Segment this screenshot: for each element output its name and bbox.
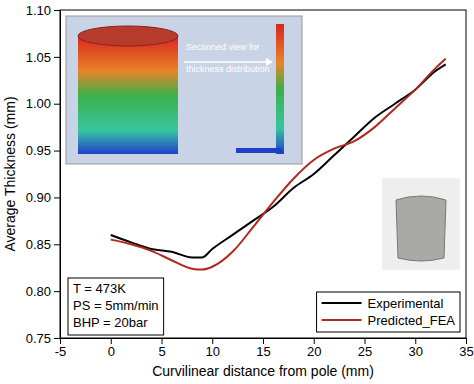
series-line: [111, 64, 446, 257]
y-tick-label: 1.05: [26, 50, 51, 65]
y-tick-label: 1.00: [26, 96, 51, 111]
x-tick: 15: [256, 338, 270, 359]
y-tick: 0.90: [26, 190, 60, 205]
x-tick: 25: [358, 338, 372, 359]
x-tick-label: 15: [256, 344, 270, 359]
x-tick: 35: [459, 338, 473, 359]
y-tick-mark: [54, 10, 60, 11]
inset-photo: [382, 178, 460, 270]
x-tick-label: 25: [358, 344, 372, 359]
x-tick-mark: [314, 338, 315, 344]
y-tick-label: 0.85: [26, 237, 51, 252]
legend: Experimental Predicted_FEA: [317, 292, 460, 332]
x-tick-label: 35: [459, 344, 473, 359]
y-tick: 0.80: [26, 284, 60, 299]
x-tick-label: 20: [307, 344, 321, 359]
annotation: T = 473K: [73, 281, 126, 296]
x-tick-mark: [212, 338, 213, 344]
inset-section-base: [236, 148, 282, 153]
y-tick: 1.00: [26, 96, 60, 111]
x-tick: 30: [409, 338, 423, 359]
plot-frame: [60, 10, 466, 338]
inset-label: Sectioned view forthickness distribution: [186, 42, 270, 74]
legend-frame: [317, 292, 460, 332]
inset-section: [276, 24, 284, 154]
inset-cylinder: [78, 36, 178, 154]
x-tick-label: 10: [206, 344, 220, 359]
legend-swatch: [322, 302, 362, 304]
x-axis-title: Curvilinear distance from pole (mm): [152, 363, 374, 379]
x-tick-mark: [162, 338, 163, 344]
x-tick-label: -5: [55, 344, 67, 359]
y-tick-mark: [54, 244, 60, 245]
y-tick-mark: [54, 197, 60, 198]
annotation: PS = 5mm/min: [73, 298, 159, 313]
x-tick-mark: [263, 338, 264, 344]
inset-arrow: [184, 61, 266, 63]
x-tick-label: 30: [409, 344, 423, 359]
annotation-box: T = 473K PS = 5mm/min BHP = 20bar: [68, 278, 164, 335]
inset-fea: Sectioned view forthickness distribution: [66, 16, 302, 164]
x-tick-label: 5: [158, 344, 165, 359]
y-tick-mark: [54, 57, 60, 58]
chart: -5 0 5 10 15 20 25 30 35 0.75 0.80 0.85 0.90 0.95 1.00…: [0, 0, 474, 384]
y-axis-title: Average Thickness (mm): [2, 96, 18, 251]
x-axis: -5 0 5 10 15 20 25 30 35: [55, 338, 474, 359]
legend-item: Predicted_FEA: [322, 313, 456, 328]
y-tick-mark: [54, 104, 60, 105]
inset-background: [66, 16, 302, 164]
y-tick-mark: [54, 338, 60, 339]
series-group: [111, 59, 446, 270]
y-tick: 0.95: [26, 143, 60, 158]
y-tick-mark: [54, 291, 60, 292]
x-tick-label: 0: [108, 344, 115, 359]
y-axis: 0.75 0.80 0.85 0.90 0.95 1.00 1.05 1.10: [26, 3, 61, 346]
photo-background: [382, 178, 460, 270]
y-tick-label: 0.90: [26, 190, 51, 205]
legend-item: Experimental: [322, 296, 444, 311]
inset-cylinder-rim: [78, 26, 178, 46]
y-tick-label: 0.80: [26, 284, 51, 299]
x-tick-mark: [111, 338, 112, 344]
y-tick: 1.05: [26, 50, 60, 65]
legend-swatch: [322, 319, 362, 321]
series-line: [111, 59, 446, 270]
x-tick: 20: [307, 338, 321, 359]
annotation: BHP = 20bar: [73, 315, 148, 330]
x-tick: 5: [158, 338, 165, 359]
x-tick-mark: [60, 338, 61, 344]
y-tick-label: 0.75: [26, 331, 51, 346]
legend-label: Experimental: [368, 296, 444, 311]
y-tick-mark: [54, 151, 60, 152]
x-tick: 0: [108, 338, 115, 359]
y-tick: 0.85: [26, 237, 60, 252]
y-tick-label: 1.10: [26, 3, 51, 18]
legend-label: Predicted_FEA: [368, 313, 456, 328]
x-tick-mark: [415, 338, 416, 344]
x-tick-mark: [466, 338, 467, 344]
x-tick: 10: [206, 338, 220, 359]
x-tick: -5: [55, 338, 67, 359]
y-tick-label: 0.95: [26, 143, 51, 158]
annotation-frame: [68, 278, 164, 335]
x-tick-mark: [365, 338, 366, 344]
photo-cup: [396, 196, 446, 261]
y-tick: 1.10: [26, 3, 60, 18]
y-tick: 0.75: [26, 331, 60, 346]
plot: -5 0 5 10 15 20 25 30 35 0.75 0.80 0.85 0.90 0.95 1.00…: [26, 3, 474, 360]
